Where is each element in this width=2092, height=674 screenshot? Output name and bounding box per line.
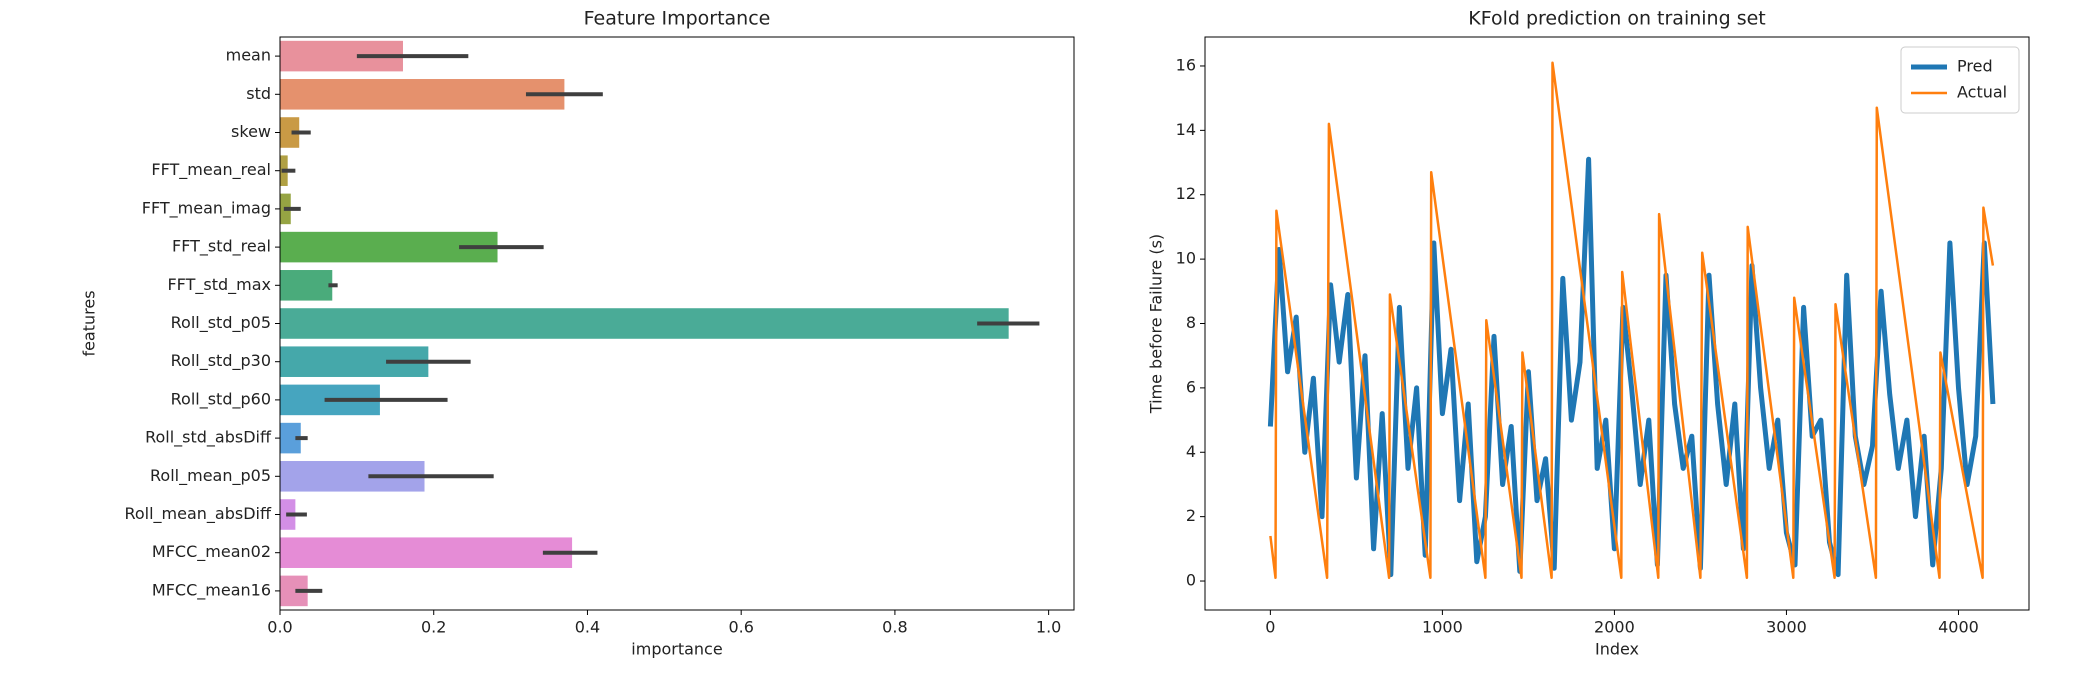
y-tick-label: FFT_mean_real: [151, 160, 271, 180]
y-tick-label: Roll_std_absDiff: [145, 428, 272, 448]
y-tick-label: 8: [1186, 313, 1196, 332]
y-tick-label: MFCC_mean02: [152, 542, 271, 562]
x-tick-label: 0.6: [728, 618, 753, 637]
chart-title: Feature Importance: [584, 8, 771, 30]
y-tick-label: 2: [1186, 506, 1196, 525]
x-tick-label: 0: [1265, 618, 1275, 637]
legend-label: Pred: [1957, 57, 1993, 76]
legend-label: Actual: [1957, 83, 2007, 102]
y-axis-label: Time before Failure (s): [1147, 234, 1166, 414]
y-tick-label: MFCC_mean16: [152, 580, 271, 600]
x-tick-label: 1000: [1422, 618, 1463, 637]
y-tick-label: 12: [1176, 184, 1196, 203]
bar: [280, 79, 565, 110]
y-tick-label: Roll_mean_p05: [150, 466, 271, 486]
y-tick-label: 16: [1176, 55, 1196, 74]
y-tick-label: Roll_std_p30: [171, 351, 271, 371]
x-tick-label: 2000: [1594, 618, 1635, 637]
plot-frame: [1204, 36, 2030, 611]
bar: [280, 117, 300, 148]
y-tick-label: 10: [1176, 249, 1196, 268]
y-tick-label: 6: [1186, 377, 1196, 396]
series-line: [1267, 156, 1996, 578]
y-tick-label: mean: [226, 46, 271, 65]
y-tick-label: 0: [1186, 571, 1196, 590]
y-tick-label: skew: [231, 122, 271, 141]
y-tick-label: Roll_std_p05: [171, 313, 271, 333]
bar: [280, 537, 573, 568]
x-tick-label: 0.8: [882, 618, 907, 637]
x-tick-label: 3000: [1766, 618, 1807, 637]
y-tick-label: FFT_std_real: [172, 237, 271, 257]
x-axis-label: importance: [631, 640, 722, 659]
x-tick-label: 0.4: [575, 618, 600, 637]
series-line: [1269, 61, 1995, 580]
legend-box: [1900, 46, 2020, 114]
plot-frame: [279, 36, 1075, 611]
y-tick-label: Roll_mean_absDiff: [124, 504, 272, 524]
x-tick-label: 1.0: [1036, 618, 1061, 637]
y-tick-label: FFT_mean_imag: [142, 198, 271, 218]
y-tick-label: 14: [1176, 120, 1196, 139]
x-tick-label: 4000: [1938, 618, 1979, 637]
x-tick-label: 0.2: [421, 618, 446, 637]
bar: [280, 422, 301, 454]
bar: [280, 308, 1009, 339]
y-axis-label: features: [80, 290, 99, 356]
x-axis-label: Index: [1595, 640, 1639, 659]
y-tick-label: 4: [1186, 442, 1196, 461]
bar: [280, 270, 333, 301]
y-tick-label: std: [246, 84, 271, 103]
y-tick-label: FFT_std_max: [167, 275, 271, 295]
y-tick-label: Roll_std_p60: [171, 389, 271, 409]
chart-title: KFold prediction on training set: [1468, 8, 1765, 30]
x-tick-label: 0.0: [267, 618, 292, 637]
